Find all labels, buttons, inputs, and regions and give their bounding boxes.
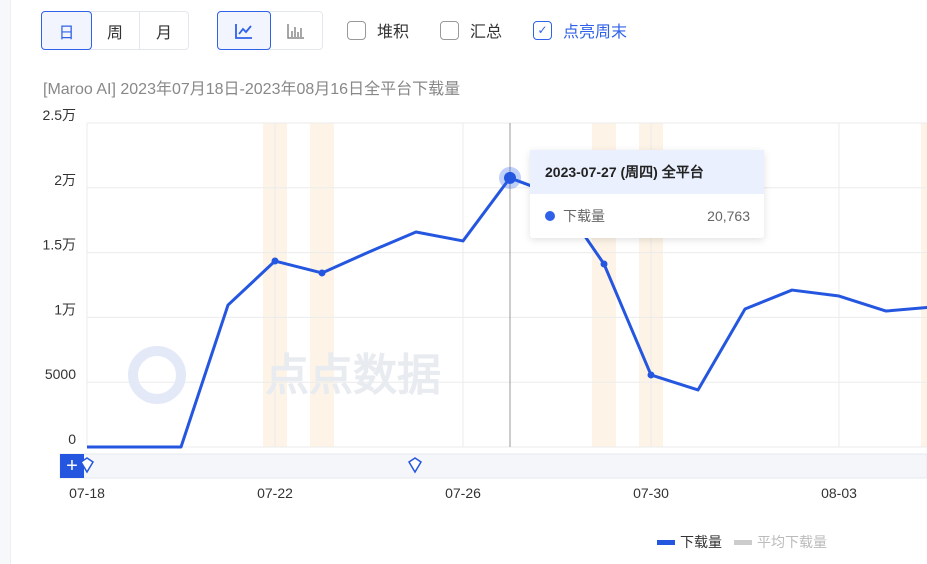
data-point xyxy=(271,257,279,265)
x-tick-label: 07-22 xyxy=(257,485,293,501)
data-point xyxy=(647,371,655,379)
granularity-toggle: 日 周 月 xyxy=(41,11,189,50)
tooltip: 2023-07-27 (周四) 全平台 下载量 20,763 xyxy=(530,150,764,238)
x-tick-label: 08-03 xyxy=(821,485,857,501)
watermark-logo-icon xyxy=(128,346,186,404)
data-point xyxy=(600,260,608,268)
plus-icon: + xyxy=(66,455,78,477)
expand-button xyxy=(60,454,84,478)
legend: 下载量 平均下载量 xyxy=(657,532,827,552)
left-sidebar-edge xyxy=(0,0,11,564)
legend-swatch xyxy=(734,539,752,545)
checkbox-label: 汇总 xyxy=(470,24,503,41)
chart-subtitle: [Maroo AI] 2023年07月18日-2023年08月16日全平台下载量 xyxy=(43,81,461,98)
checkbox-icon xyxy=(440,20,459,40)
tooltip-title: 2023-07-27 (周四) 全平台 xyxy=(530,150,764,194)
line-chart-button[interactable] xyxy=(217,11,271,50)
x-tick-label: 07-26 xyxy=(445,485,481,501)
y-tick-label: 0 xyxy=(68,431,76,447)
summary-checkbox[interactable]: 汇总 xyxy=(440,18,502,42)
highlight-weekend-checkbox[interactable]: ✓ 点亮周末 xyxy=(533,18,627,42)
watermark: 点点数据 xyxy=(265,351,441,400)
data-point xyxy=(318,269,326,277)
bar-chart-button[interactable] xyxy=(270,12,322,49)
checkbox-label: 点亮周末 xyxy=(563,24,628,41)
weekend-band xyxy=(310,123,334,447)
line-chart-icon xyxy=(235,23,252,39)
tooltip-value: 20,763 xyxy=(707,208,750,224)
granularity-day-button[interactable]: 日 xyxy=(41,11,92,50)
data-point xyxy=(504,171,516,184)
y-tick-label: 1.5万 xyxy=(43,237,76,253)
zoom-slider-track xyxy=(59,453,927,479)
granularity-week-button[interactable]: 周 xyxy=(91,12,140,49)
chart-type-toggle xyxy=(217,11,323,50)
y-tick-label: 5000 xyxy=(45,366,76,382)
legend-item-downloads[interactable]: 下载量 xyxy=(680,534,722,550)
series-line xyxy=(87,176,927,449)
granularity-month-button[interactable]: 月 xyxy=(155,24,172,42)
checkbox-label: 堆积 xyxy=(377,24,410,41)
y-tick-label: 2万 xyxy=(54,172,76,188)
y-tick-label: 1万 xyxy=(54,301,76,317)
series-dot-icon xyxy=(545,211,555,221)
checkbox-icon xyxy=(347,20,366,40)
bar-chart-icon xyxy=(287,23,304,39)
y-tick-label: 2.5万 xyxy=(43,107,76,123)
x-tick-label: 07-30 xyxy=(633,485,669,501)
checkmark-icon: ✓ xyxy=(533,20,552,40)
slider-handle-icon xyxy=(407,457,423,474)
legend-swatch xyxy=(657,539,675,545)
stack-checkbox[interactable]: 堆积 xyxy=(347,18,409,42)
x-tick-label: 07-18 xyxy=(69,485,105,501)
legend-item-average[interactable]: 平均下载量 xyxy=(757,534,827,550)
tooltip-series: 下载量 xyxy=(563,208,605,224)
slider-handle-icon xyxy=(79,457,95,474)
weekend-band xyxy=(921,123,927,447)
